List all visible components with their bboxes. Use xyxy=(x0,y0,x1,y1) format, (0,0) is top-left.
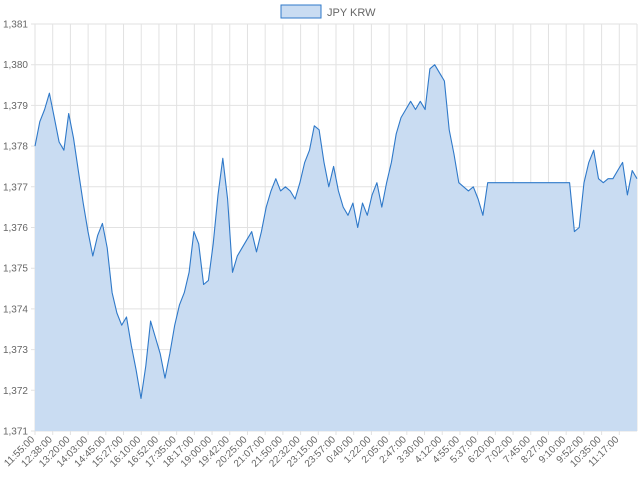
y-tick-label: 1,377 xyxy=(3,182,28,193)
y-tick-label: 1,371 xyxy=(3,427,28,438)
series-line xyxy=(34,64,638,399)
legend[interactable]: JPY KRW xyxy=(280,4,376,19)
x-axis: 11:55:0012:38:0013:20:0014:03:0014:45:00… xyxy=(2,434,621,470)
y-tick-label: 1,374 xyxy=(3,304,28,315)
data-area xyxy=(34,64,638,431)
y-tick-label: 1,373 xyxy=(3,345,28,356)
y-tick-label: 1,375 xyxy=(3,264,28,275)
y-tick-label: 1,378 xyxy=(3,142,28,153)
series-area-fill xyxy=(35,64,637,431)
legend-label[interactable]: JPY KRW xyxy=(327,7,376,19)
y-tick-label: 1,372 xyxy=(3,386,28,397)
y-tick-label: 1,379 xyxy=(3,101,28,112)
legend-swatch[interactable] xyxy=(280,4,322,19)
y-tick-label: 1,380 xyxy=(3,60,28,71)
y-axis: 1,381 1,380 1,379 1,378 1,377 1,376 1,375 1,374… xyxy=(3,20,28,438)
y-tick-label: 1,376 xyxy=(3,223,28,234)
y-tick-label: 1,381 xyxy=(3,20,28,31)
